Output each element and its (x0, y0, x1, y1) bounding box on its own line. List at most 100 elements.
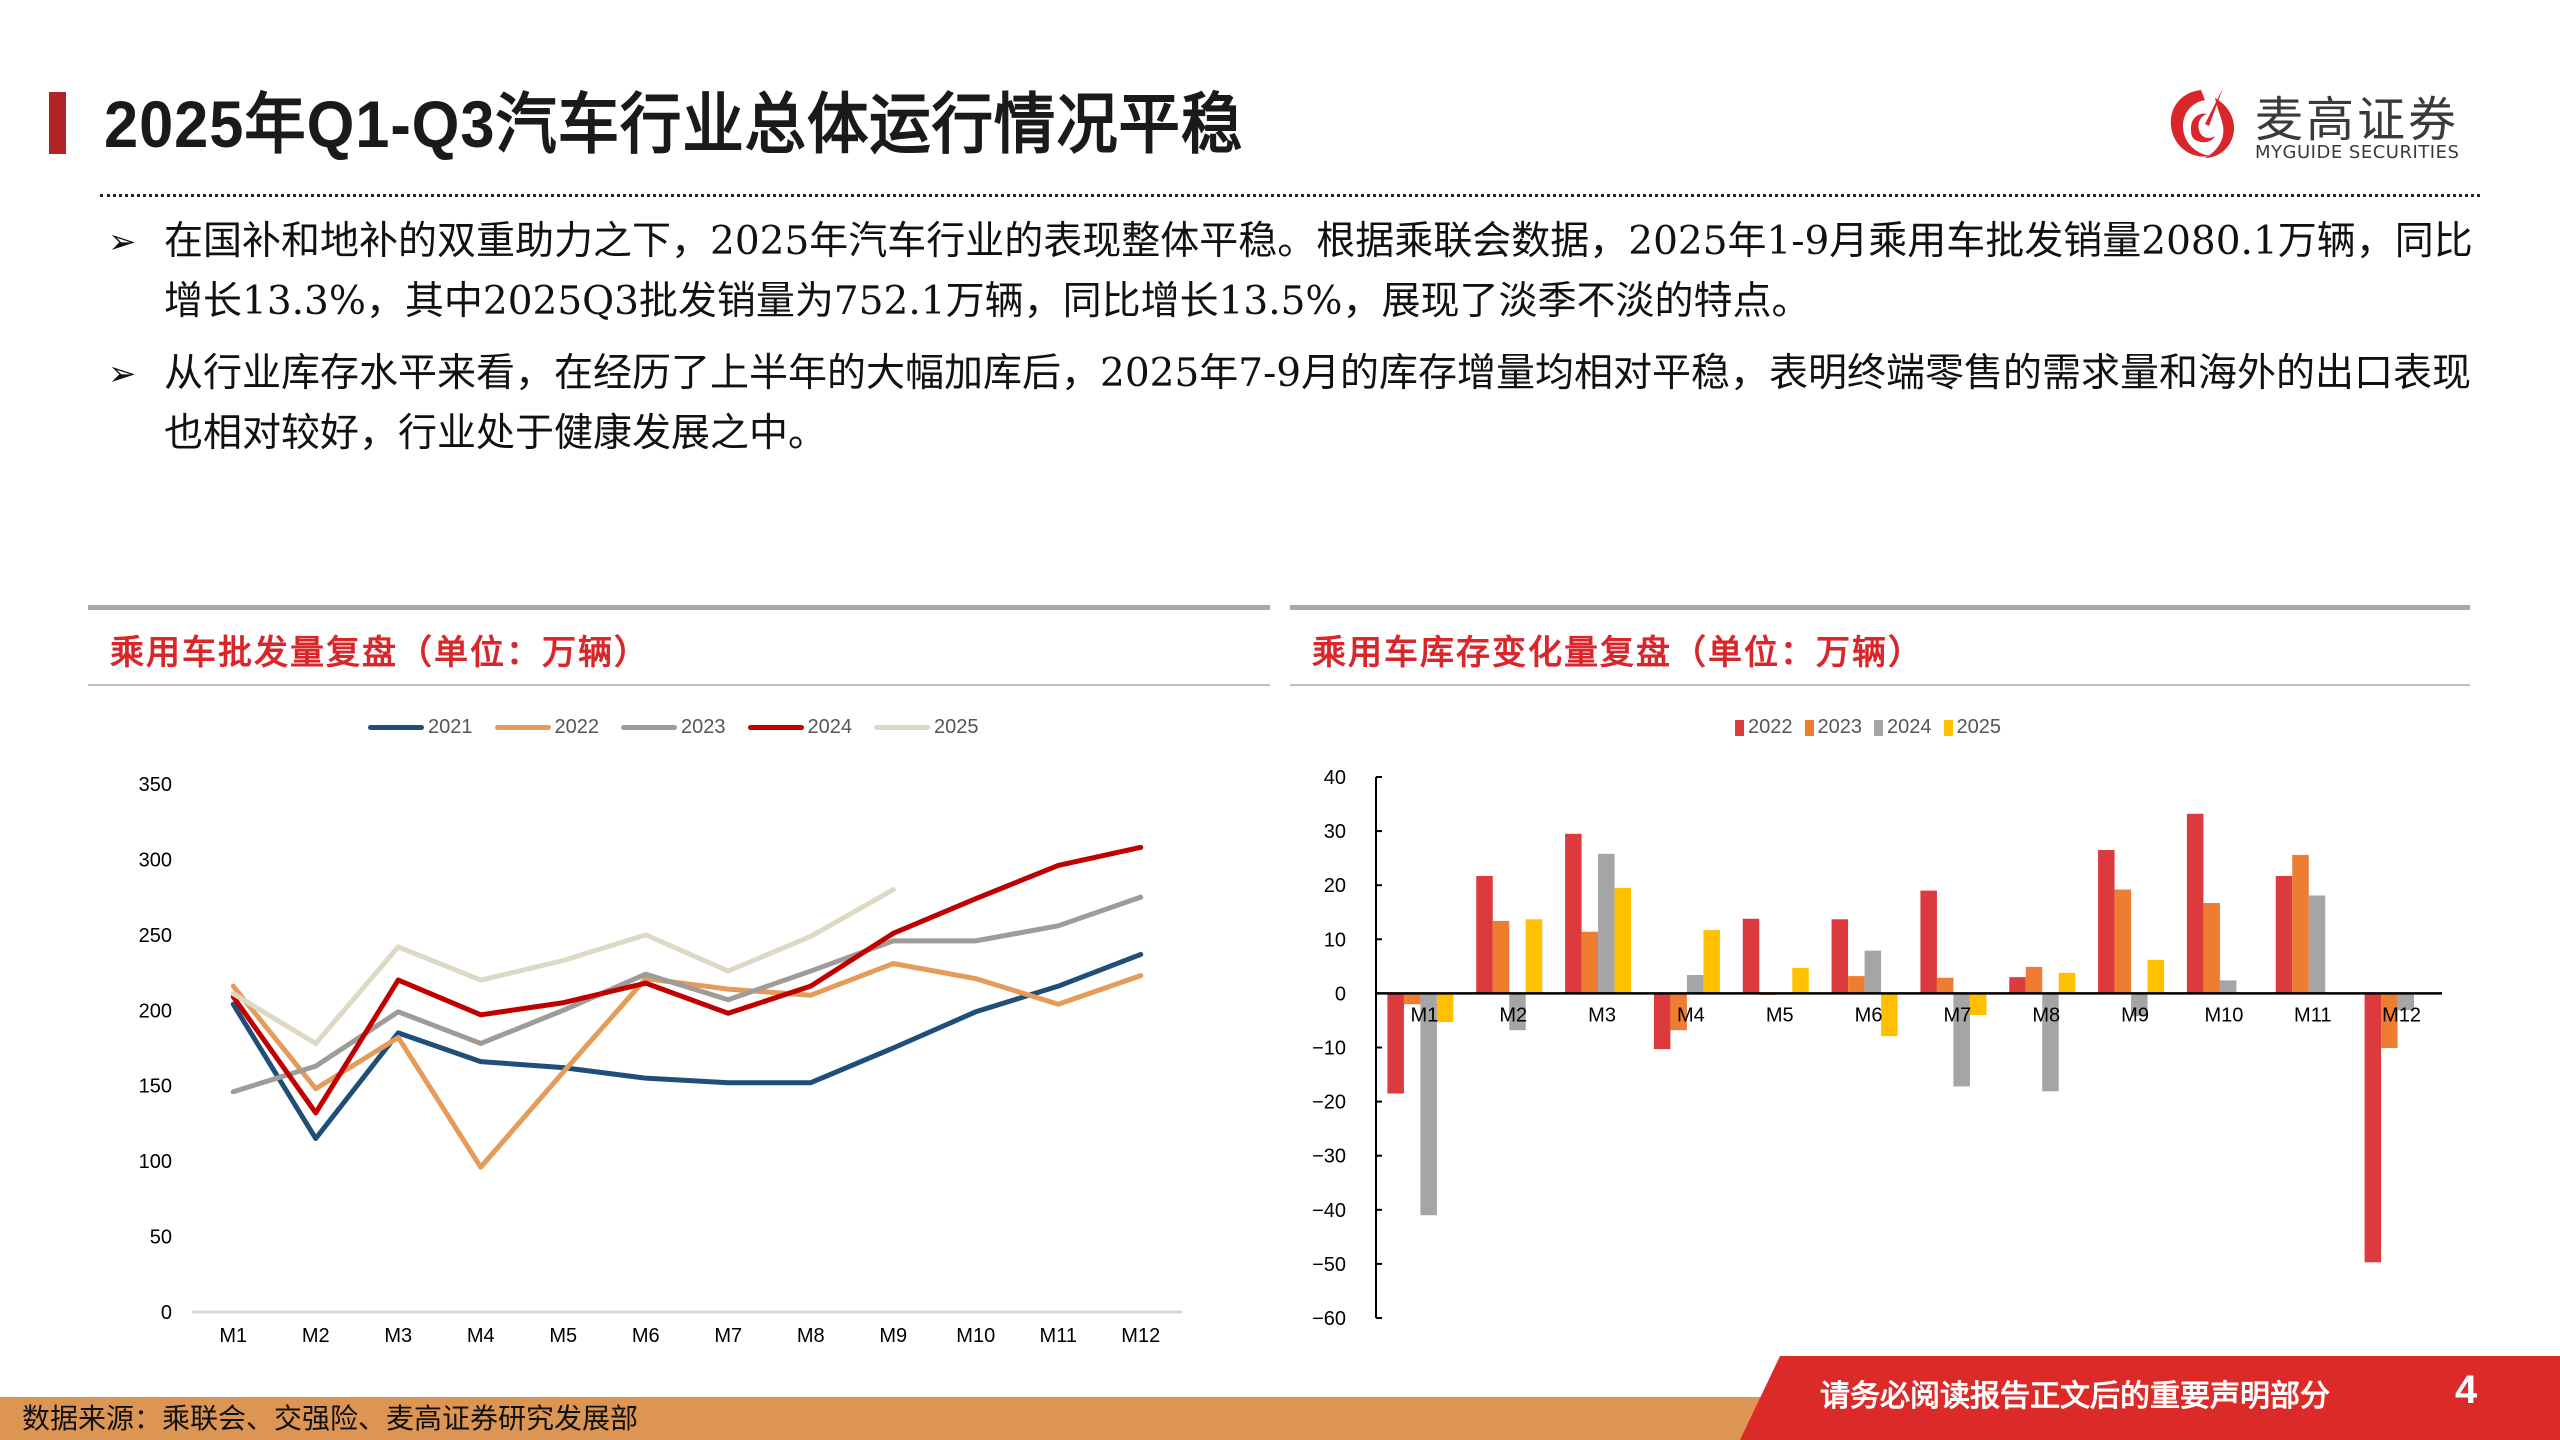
bar-2024-M9 (2131, 993, 2148, 1017)
bar-2025-M5 (1792, 967, 1809, 994)
y-tick-label: 250 (139, 925, 172, 947)
legend-item-2024: 2024 (747, 716, 852, 739)
legend-label: 2023 (1817, 716, 1863, 738)
bar-2024-M10 (2219, 980, 2237, 994)
y-tick-label: 0 (161, 1302, 172, 1324)
bar-2025-M4 (1703, 930, 1720, 994)
bar-2024-M6 (1864, 950, 1882, 994)
y-tick-label: 10 (1324, 929, 1346, 951)
x-tick-label: M8 (797, 1325, 825, 1347)
y-tick-label: 50 (150, 1227, 172, 1249)
arrow-bullet-icon: ➢ (108, 222, 137, 262)
bar-2024-M7 (1953, 993, 1970, 1087)
bar-2022-M4 (1653, 993, 1671, 1050)
x-tick-label: M10 (2204, 1004, 2243, 1026)
bar-2022-M7 (1920, 890, 1937, 994)
bar-2025-M6 (1881, 993, 1898, 1037)
bar-2022-M5 (1742, 918, 1760, 994)
series-line-2022 (230, 961, 1144, 1170)
brand-logo: 麦高证券 MYGUIDE SECURITIES (2165, 78, 2465, 178)
y-tick-label: 40 (1324, 767, 1346, 789)
y-tick-label: 0 (1335, 983, 1346, 1005)
bar-2022-M12 (2364, 993, 2382, 1263)
y-tick-label: 100 (139, 1151, 172, 1173)
bar-2023-M8 (2025, 966, 2043, 994)
brand-name-en: MYGUIDE SECURITIES (2255, 142, 2460, 163)
legend-label: 2021 (428, 716, 473, 738)
y-tick-label: 350 (139, 774, 172, 796)
x-tick-label: M6 (632, 1325, 660, 1347)
bar-2024-M1 (1420, 993, 1437, 1216)
bar-2023-M6 (1848, 976, 1865, 994)
bar-2025-M8 (2058, 972, 2076, 994)
y-tick-label: −50 (1312, 1254, 1346, 1276)
y-tick-label: 150 (139, 1076, 172, 1098)
right-chart-title: 乘用车库存变化量复盘（单位：万辆） (1312, 633, 1924, 673)
x-tick-label: M9 (2121, 1004, 2149, 1026)
bar-2025-M9 (2147, 959, 2165, 994)
legend-swatch (1735, 719, 1744, 736)
arrow-bullet-icon: ➢ (108, 354, 137, 394)
y-tick-label: 200 (139, 1000, 172, 1022)
bar-2022-M1 (1387, 993, 1404, 1094)
bar-2023-M2 (1492, 920, 1510, 994)
x-tick-label: M4 (467, 1325, 495, 1347)
bar-chart: 40 30 20 10 0 −10 −20 −30 −40 −50 −60 M1 M2 M3 M4 M5 M6 M… (1312, 767, 2442, 1330)
legend-item-2023: 2023 (1804, 716, 1863, 739)
header-divider (100, 194, 2480, 197)
data-source-note: 数据来源：乘联会、交强险、麦高证券研究发展部 (22, 1402, 639, 1435)
legend-swatch (874, 725, 930, 730)
legend-label: 2023 (681, 716, 726, 738)
legend-item-2024: 2024 (1874, 716, 1932, 739)
legend-item-2022: 2022 (494, 716, 599, 739)
right-chart-legend: 2022 2023 2024 2025 (1735, 716, 2001, 739)
x-tick-label: M5 (549, 1325, 577, 1347)
bar-2022-M3 (1565, 833, 1582, 994)
legend-label: 2025 (934, 716, 979, 738)
brand-name-cn: 麦高证券 (2255, 92, 2460, 148)
x-tick-label: M1 (1411, 1004, 1439, 1026)
y-tick-label: 20 (1324, 875, 1346, 897)
y-tick-label: −10 (1312, 1038, 1346, 1060)
brand-logo-icon (2170, 88, 2235, 158)
bullet-text: 在国补和地补的双重助力之下，2025年汽车行业的表现整体平稳。根据乘联会数据，2… (164, 219, 2473, 324)
legend-item-2023: 2023 (621, 716, 726, 739)
x-tick-label: M3 (384, 1325, 412, 1347)
legend-swatch (368, 725, 424, 730)
legend-swatch (1874, 719, 1883, 736)
legend-swatch (1804, 719, 1814, 736)
footer-notice-band (1740, 1356, 2560, 1440)
bar-2022-M2 (1476, 876, 1493, 994)
right-panel-top-rule (1290, 605, 2470, 610)
y-tick-label: 30 (1324, 821, 1346, 843)
y-tick-label: −30 (1312, 1146, 1346, 1168)
y-tick-label: −20 (1312, 1092, 1346, 1114)
bar-2024-M11 (2308, 895, 2326, 994)
x-tick-label: M10 (956, 1325, 995, 1347)
bar-2023-M3 (1581, 931, 1599, 994)
bar-2023-M7 (1936, 977, 1954, 994)
bar-2025-M3 (1614, 887, 1632, 994)
bar-2024-M8 (2042, 993, 2059, 1092)
x-tick-label: M12 (2382, 1004, 2421, 1026)
left-panel-bottom-rule (88, 684, 1270, 686)
footer-source-band (0, 1397, 1780, 1440)
x-tick-label: M3 (1588, 1004, 1616, 1026)
bullet-text: 从行业库存水平来看，在经历了上半年的大幅加库后，2025年7-9月的库存增量均相… (164, 351, 2472, 456)
left-chart-title: 乘用车批发量复盘（单位：万辆） (110, 633, 650, 673)
series-line-2024 (230, 844, 1144, 1116)
left-chart-legend: 2021 2022 2023 2024 2025 (368, 716, 979, 739)
y-tick-label: −40 (1312, 1200, 1346, 1222)
legend-label: 2024 (1887, 716, 1932, 738)
bullet-item: ➢ 从行业库存水平来看，在经历了上半年的大幅加库后，2025年7-9月的库存增量… (104, 344, 2504, 464)
series-line-2025 (230, 887, 896, 1046)
legend-item-2022: 2022 (1735, 716, 1793, 739)
x-tick-label: M1 (219, 1325, 247, 1347)
bar-2023-M9 (2114, 889, 2132, 994)
title-accent-bar (49, 92, 66, 154)
legend-item-2025: 2025 (874, 716, 979, 739)
bar-2022-M11 (2275, 876, 2293, 994)
bar-2023-M4 (1670, 993, 1687, 1031)
bar-2022-M8 (2009, 977, 2026, 994)
bar-2023-M12 (2381, 993, 2398, 1049)
